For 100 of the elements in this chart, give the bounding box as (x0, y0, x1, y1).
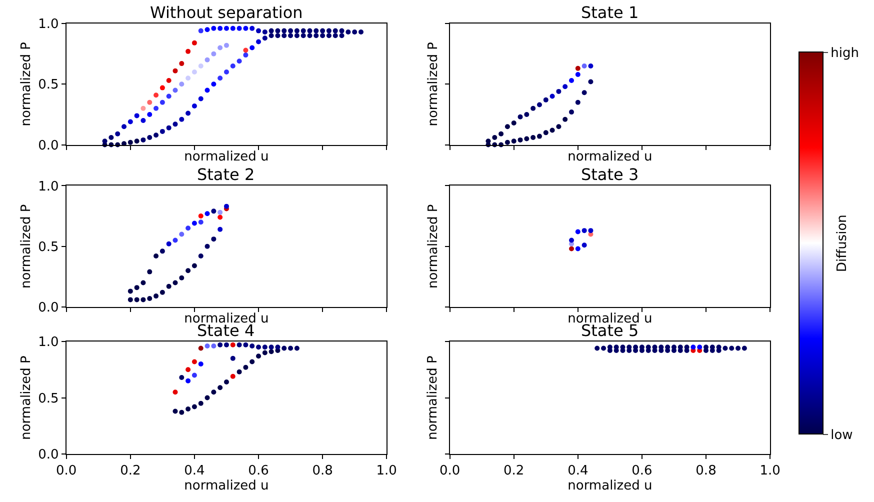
chart-title: State 3 (581, 165, 639, 184)
point (569, 238, 574, 243)
point (582, 63, 587, 68)
point (186, 226, 191, 231)
point (550, 94, 555, 99)
point (154, 254, 159, 259)
point (562, 116, 568, 122)
point (198, 254, 204, 259)
point (294, 346, 300, 351)
point (256, 354, 262, 359)
x-tick-label: 0.4 (184, 464, 205, 479)
point (536, 102, 542, 108)
point (543, 97, 548, 102)
point (211, 344, 216, 349)
point (192, 263, 197, 268)
x-tick-label: 0.2 (120, 464, 141, 479)
y-tick-label: 1.0 (38, 17, 59, 32)
point (250, 359, 255, 364)
y-axis-title: normalized P (426, 356, 441, 440)
color-bar-title: Diffusion (834, 214, 850, 272)
point (582, 228, 587, 234)
point (575, 246, 580, 252)
point (504, 140, 510, 145)
color-bar-label: high (830, 46, 859, 61)
x-axis-title: normalized u (568, 478, 652, 494)
point (147, 269, 152, 274)
point (569, 78, 574, 84)
point (224, 204, 229, 209)
x-axis-title: normalized u (568, 149, 652, 164)
point (172, 238, 178, 243)
point (198, 362, 204, 367)
point (211, 390, 216, 395)
point (128, 297, 133, 302)
point (268, 344, 274, 350)
point (262, 350, 268, 356)
point (172, 390, 178, 395)
point (140, 297, 146, 302)
chart-title: State 2 (197, 165, 255, 184)
point (543, 130, 548, 136)
point (282, 346, 287, 351)
point (268, 349, 274, 354)
y-tick-label: 0.0 (38, 448, 59, 463)
x-tick-label: 0.4 (568, 464, 588, 479)
point (218, 214, 223, 220)
point (518, 114, 523, 120)
point (569, 110, 574, 115)
point (230, 342, 236, 348)
point (128, 288, 133, 294)
x-tick-label: 0.6 (632, 464, 652, 479)
x-tick-label: 1.0 (760, 464, 780, 479)
point (172, 280, 178, 286)
point (275, 344, 280, 350)
point (198, 220, 204, 225)
x-axis-title: normalized u (184, 478, 269, 494)
point (250, 344, 255, 349)
point (504, 124, 510, 130)
y-tick-label: 0.5 (38, 78, 59, 93)
point (582, 90, 587, 96)
point (166, 284, 172, 289)
point (218, 342, 223, 348)
color-bar-label: low (830, 428, 854, 443)
y-axis-title: normalized P (19, 356, 34, 440)
point (154, 294, 159, 299)
y-axis-title: normalized P (426, 42, 441, 126)
point (134, 297, 140, 302)
point (192, 404, 197, 410)
point (243, 364, 248, 370)
point (204, 244, 210, 249)
x-axis-title: normalized u (184, 149, 269, 164)
point (140, 280, 146, 286)
point (160, 290, 165, 295)
point (575, 229, 580, 234)
point (530, 135, 536, 140)
point (204, 211, 210, 216)
point (575, 66, 580, 71)
point (160, 248, 165, 254)
x-tick-label: 0.0 (56, 464, 77, 479)
point (588, 63, 594, 68)
point (186, 367, 191, 372)
point (562, 84, 568, 90)
point (530, 106, 536, 111)
point (218, 210, 223, 215)
point (518, 137, 523, 142)
point (147, 296, 152, 301)
point (179, 410, 184, 415)
y-tick-label: 0.5 (38, 391, 59, 406)
x-tick-label: 0.8 (312, 464, 333, 479)
point (211, 208, 216, 214)
point (230, 356, 236, 361)
point (192, 372, 197, 378)
point (588, 79, 594, 84)
point (556, 124, 562, 130)
point (582, 242, 587, 248)
point (256, 344, 262, 350)
point (498, 131, 504, 136)
point (236, 342, 242, 348)
x-tick-label: 0.6 (248, 464, 269, 479)
point (243, 342, 248, 348)
point (224, 380, 229, 385)
point (575, 100, 580, 105)
